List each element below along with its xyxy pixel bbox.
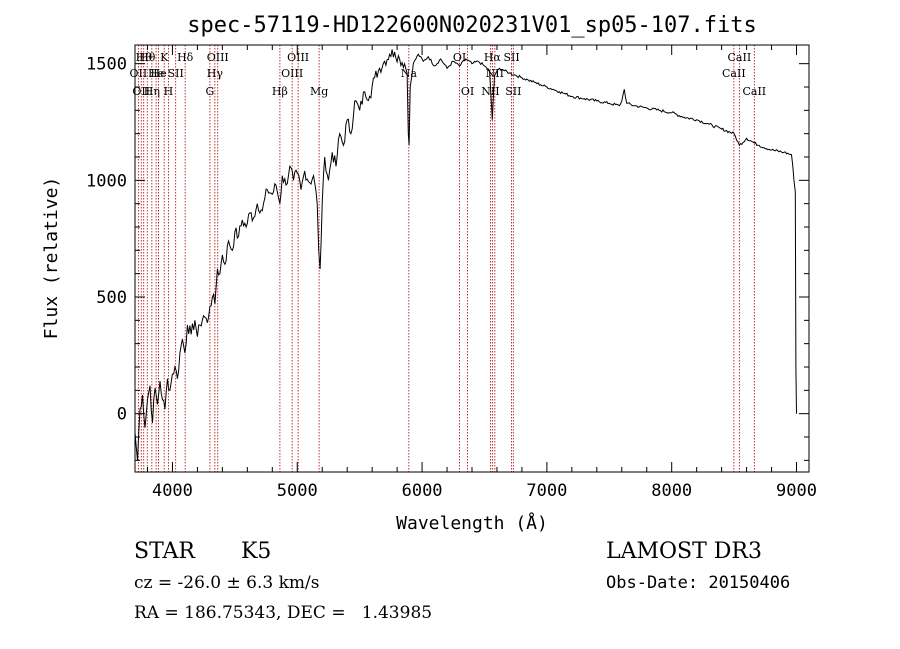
line-label: Hη [144,85,160,98]
line-label: OIII [287,51,309,64]
x-tick-label: 9000 [776,481,817,501]
line-label: He [148,67,164,80]
x-tick-label: 5000 [277,481,318,501]
line-label: Na [401,67,418,80]
spectrum-line [134,49,797,461]
line-labels: OIIOIIHθHθHηHeHeKHSIIHδGHγOIIIHβOIIIOIII… [130,51,767,98]
y-tick-label: 1000 [86,171,127,191]
coordinates: RA = 186.75343, DEC = 1.43985 [134,603,433,623]
x-tick-label: 4000 [152,481,193,501]
line-label: H [164,85,174,98]
line-label: OI [461,85,474,98]
redshift-value: cz = -26.0 ± 6.3 km/s [134,573,320,593]
line-label: K [160,51,169,64]
x-tick-label: 8000 [651,481,692,501]
x-tick-label: 7000 [526,481,567,501]
line-label: CaII [742,85,766,98]
line-label: He [151,67,167,80]
line-label: NII [486,67,504,80]
line-label: G [205,85,214,98]
spectral-subclass: K5 [241,539,272,564]
spectrum-layer [134,49,797,461]
line-label: Hβ [272,85,288,98]
survey-name: LAMOST DR3 [606,539,762,564]
line-label: Hγ [207,67,224,80]
y-axis-label: Flux (relative) [41,177,62,340]
line-label: CaII [722,67,746,80]
line-label: SII [505,85,521,98]
line-label: NII [481,85,499,98]
line-label: SII [168,67,184,80]
line-label: OII [132,85,150,98]
x-axis-label: Wavelength (Å) [396,512,548,534]
line-marker-layer [137,45,755,472]
observation-date: Obs-Date: 20150406 [606,573,791,593]
line-label: SII [503,51,519,64]
line-label: Hα [484,51,502,64]
line-label: Hθ [136,51,153,64]
line-label: Hθ [139,51,156,64]
line-label: OI [453,51,466,64]
line-label: Hδ [177,51,194,64]
chart-title: spec-57119-HD122600N020231V01_sp05-107.f… [187,13,757,38]
x-tick-label: 6000 [402,481,443,501]
line-label: Mg [310,85,328,98]
line-label: OII [130,67,148,80]
plot-frame [134,44,810,473]
y-tick-label: 1500 [86,55,127,75]
axis-ticks: 4000 5000 6000 7000 8000 9000 0 500 1000 1500 [86,45,817,501]
object-type: STAR [134,539,195,564]
line-label: OIII [281,67,303,80]
y-tick-label: 0 [117,405,127,425]
y-tick-label: 500 [96,288,127,308]
line-label: CaII [728,51,752,64]
line-label: OIII [207,51,229,64]
